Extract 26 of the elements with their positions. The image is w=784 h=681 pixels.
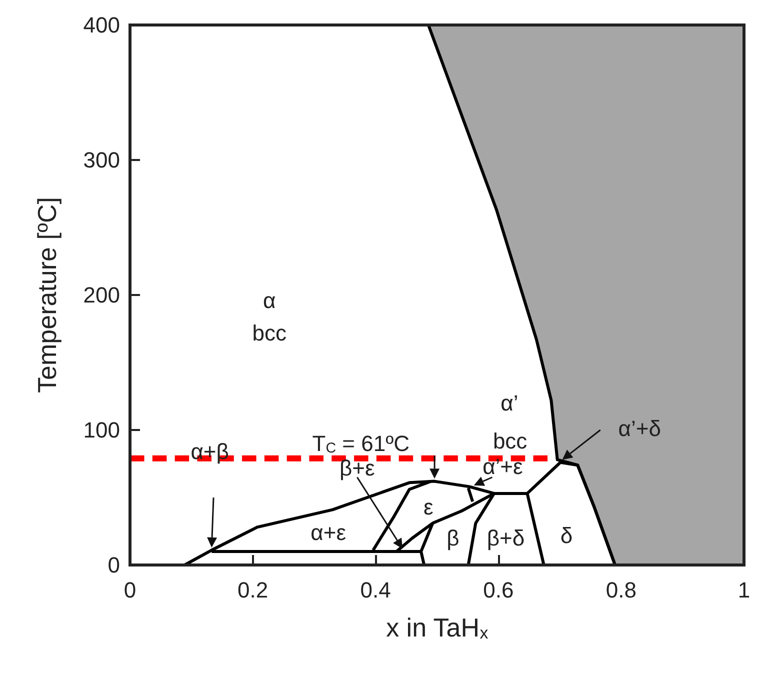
y-tick-label: 200 [83,282,120,308]
x-tick-label: 0.2 [238,578,268,602]
annotation: bcc [492,428,528,454]
annotation: β+δ [486,526,525,550]
x-tick-label: 0.8 [606,578,636,602]
annotation: α’+δ [618,416,661,442]
annotation: α+ε [310,520,346,546]
x-tick-label: 0.4 [360,578,391,602]
x-tick-label: 0.6 [483,578,514,602]
y-axis-title: Temperature [ºC] [32,197,62,393]
y-tick-label: 400 [83,12,120,38]
annotation: bcc [252,320,287,346]
annotation: TC = 61ºC [312,431,410,456]
y-tick-label: 0 [108,552,120,578]
annotation: β [446,526,460,550]
annotation: α’ [500,390,518,416]
y-tick-label: 100 [83,418,120,442]
annotation: β+ε [340,455,376,480]
annotation: ε [424,494,434,520]
y-tick-label: 300 [83,148,120,172]
x-axis-title: x in TaHx [386,612,489,643]
x-tick-label: 1 [738,578,750,602]
annotation: α [263,288,276,313]
annotation: α’+ε [482,454,524,479]
x-tick-label: 0 [124,578,136,602]
annotation: δ [560,522,573,548]
